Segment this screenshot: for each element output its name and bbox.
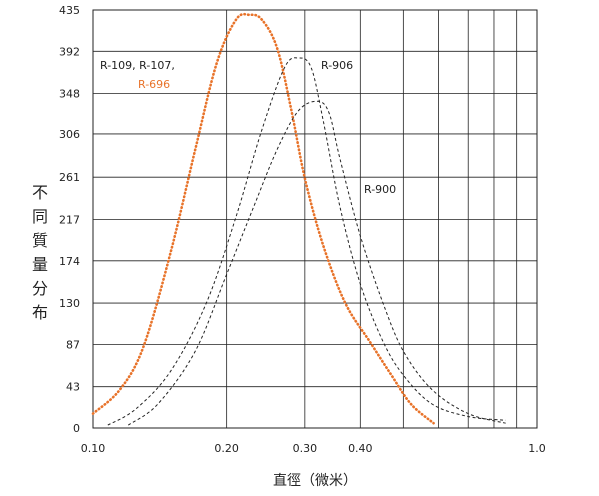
y-axis-label-char: 質 [32,231,48,250]
y-axis-label-char: 量 [32,255,48,274]
y-tick-label: 43 [66,381,80,394]
x-tick-label: 0.40 [348,442,373,455]
x-tick-labels: 0.10 0.20 0.30 0.40 1.0 [81,442,546,455]
x-tick-label: 0.10 [81,442,106,455]
y-tick-label: 0 [73,422,80,435]
annotation-r696: R-696 [138,78,170,91]
series-line-r-696 [91,12,435,425]
x-axis-label: 直徑（微米） [273,472,357,489]
y-tick-label: 261 [59,171,80,184]
y-axis-label-char: 布 [32,303,48,322]
series-layer [91,12,506,426]
grid-layer [92,9,538,429]
series-line-r-900 [127,100,506,426]
y-tick-labels: 0 43 87 130 174 217 261 306 348 392 435 [59,4,80,435]
annotation-r900: R-900 [364,183,396,196]
y-tick-label: 174 [59,255,80,268]
y-axis-label-char: 同 [32,207,48,226]
y-tick-label: 435 [59,4,80,17]
y-tick-label: 130 [59,297,80,310]
series-line-r-906 [107,57,506,426]
x-tick-label: 1.0 [528,442,546,455]
annotation-r109-r107: R-109, R-107, [100,59,175,72]
annotation-r906: R-906 [321,59,353,72]
x-tick-label: 0.20 [214,442,239,455]
y-axis-label-char: 不 [32,183,48,202]
y-tick-label: 348 [59,88,80,101]
x-tick-label: 0.30 [293,442,318,455]
y-tick-label: 217 [59,213,80,226]
y-tick-label: 306 [59,128,80,141]
y-axis-label-char: 分 [32,279,48,298]
y-tick-label: 392 [59,45,80,58]
y-tick-label: 87 [66,338,80,351]
